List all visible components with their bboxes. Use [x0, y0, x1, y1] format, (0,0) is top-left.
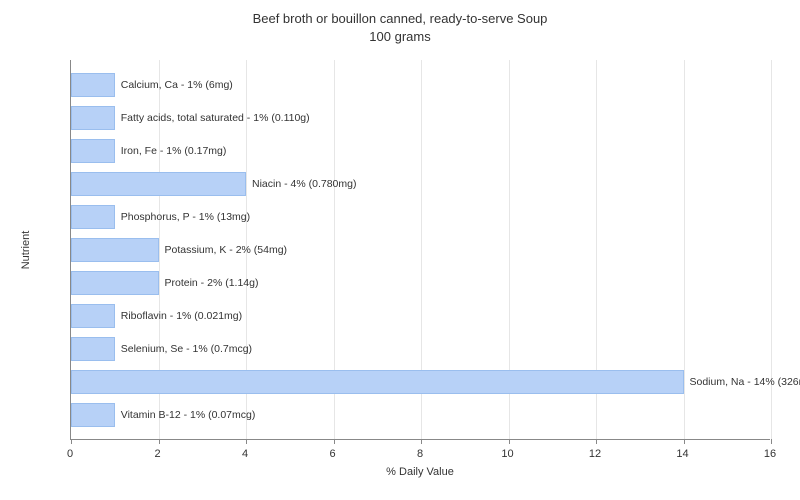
nutrient-bar-label: Protein - 2% (1.14g) [161, 271, 259, 295]
x-tick [684, 439, 685, 444]
nutrient-bar [71, 337, 115, 361]
x-tick [159, 439, 160, 444]
x-tick-label: 10 [501, 448, 513, 460]
nutrient-bar [71, 172, 246, 196]
nutrient-chart: Beef broth or bouillon canned, ready-to-… [0, 0, 800, 500]
nutrient-bar-label: Sodium, Na - 14% (326mg) [686, 370, 800, 394]
x-tick [771, 439, 772, 444]
plot-area: Calcium, Ca - 1% (6mg) Fatty acids, total… [70, 60, 770, 440]
nutrient-bar [71, 73, 115, 97]
nutrient-bar-label: Fatty acids, total saturated - 1% (0.110… [117, 106, 310, 130]
nutrient-bar-label: Vitamin B-12 - 1% (0.07mcg) [117, 403, 256, 427]
nutrient-bar-label: Selenium, Se - 1% (0.7mcg) [117, 337, 252, 361]
nutrient-bar [71, 304, 115, 328]
nutrient-bar [71, 238, 159, 262]
x-axis-title: % Daily Value [386, 466, 454, 478]
nutrient-bar [71, 139, 115, 163]
x-tick [71, 439, 72, 444]
y-axis-title: Nutrient [20, 231, 32, 270]
title-line-1: Beef broth or bouillon canned, ready-to-… [253, 11, 548, 26]
x-tick-label: 16 [764, 448, 776, 460]
x-tick-label: 2 [154, 448, 160, 460]
nutrient-bar-label: Iron, Fe - 1% (0.17mg) [117, 139, 227, 163]
nutrient-bar [71, 271, 159, 295]
x-tick [334, 439, 335, 444]
nutrient-bar [71, 106, 115, 130]
x-tick-label: 8 [417, 448, 423, 460]
x-tick [246, 439, 247, 444]
nutrient-bar [71, 370, 684, 394]
nutrient-bar-label: Riboflavin - 1% (0.021mg) [117, 304, 242, 328]
nutrient-bar-label: Potassium, K - 2% (54mg) [161, 238, 288, 262]
nutrient-bar-label: Phosphorus, P - 1% (13mg) [117, 205, 250, 229]
x-tick-label: 4 [242, 448, 248, 460]
x-tick [596, 439, 597, 444]
x-tick-label: 0 [67, 448, 73, 460]
x-tick-label: 12 [589, 448, 601, 460]
x-tick-label: 14 [676, 448, 688, 460]
grid-line [684, 60, 685, 439]
title-line-2: 100 grams [369, 29, 430, 44]
nutrient-bar-label: Calcium, Ca - 1% (6mg) [117, 73, 233, 97]
chart-title: Beef broth or bouillon canned, ready-to-… [0, 0, 800, 45]
nutrient-bar [71, 403, 115, 427]
x-tick-label: 6 [329, 448, 335, 460]
nutrient-bar-label: Niacin - 4% (0.780mg) [248, 172, 356, 196]
x-tick [509, 439, 510, 444]
nutrient-bar [71, 205, 115, 229]
x-tick [421, 439, 422, 444]
